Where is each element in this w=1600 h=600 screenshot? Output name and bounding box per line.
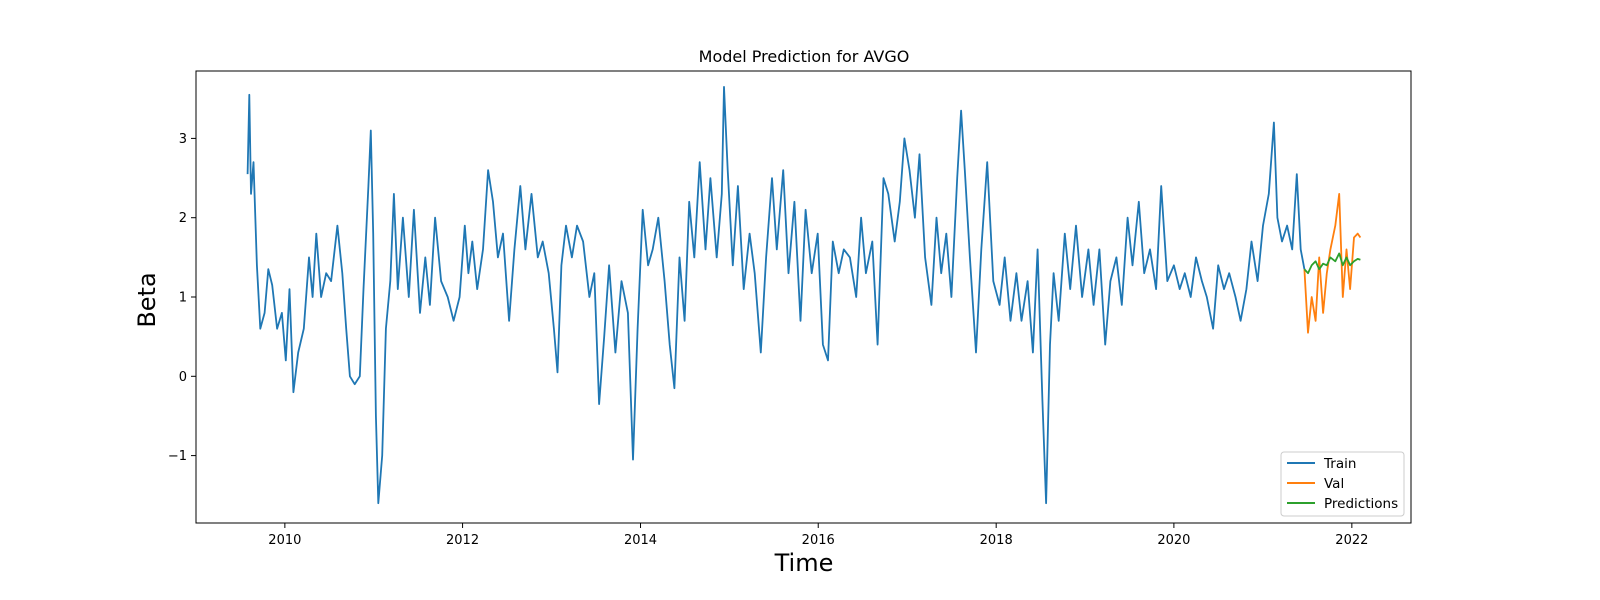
plot-lines (246, 86, 1362, 505)
series-line-predictions (1303, 252, 1361, 275)
y-tick-label: 1 (179, 291, 187, 306)
legend-box (1280, 451, 1405, 517)
y-tick-label: 3 (179, 132, 187, 147)
chart-title: Model Prediction for AVGO (699, 47, 910, 66)
y-tick-label: 0 (179, 370, 187, 385)
legend: Train Val Predictions (1280, 451, 1405, 517)
x-tick-label: 2016 (802, 533, 835, 548)
x-axis-label: Time (774, 549, 834, 577)
legend-val-label: Val (1324, 476, 1344, 492)
series-line-train (246, 86, 1306, 505)
plot-frame (195, 70, 1412, 524)
x-tick-label: 2012 (446, 533, 479, 548)
y-axis-label: Beta (133, 272, 161, 327)
legend-train-label: Train (1323, 456, 1356, 472)
legend-predictions-label: Predictions (1324, 496, 1398, 512)
x-tick-label: 2014 (624, 533, 657, 548)
x-axis-ticks: 2010 2012 2014 2016 2018 2020 2022 (268, 523, 1368, 548)
y-tick-label: 2 (179, 211, 187, 226)
x-tick-label: 2020 (1157, 533, 1190, 548)
x-tick-label: 2018 (980, 533, 1013, 548)
y-axis-ticks: −1 0 1 2 3 (168, 132, 196, 464)
y-tick-label: −1 (168, 449, 187, 464)
x-tick-label: 2010 (268, 533, 301, 548)
x-tick-label: 2022 (1335, 533, 1368, 548)
